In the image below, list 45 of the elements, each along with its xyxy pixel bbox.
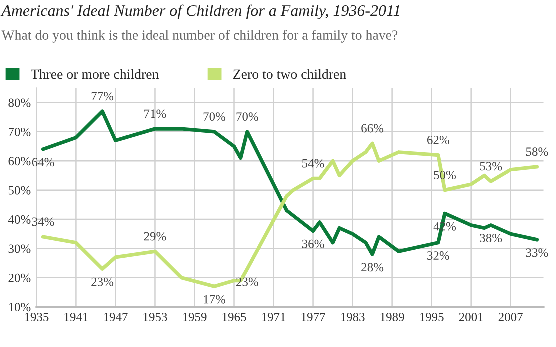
x-tick-label: 1971 (262, 313, 286, 322)
data-label: 70% (236, 112, 258, 122)
data-label: 54% (302, 159, 324, 168)
y-tick-label: 30% (8, 244, 31, 254)
data-label: 17% (204, 295, 226, 304)
data-label: 29% (144, 232, 166, 241)
data-label: 64% (32, 158, 54, 167)
x-tick-label: 1995 (420, 313, 444, 322)
x-tick-label: 1947 (104, 313, 128, 322)
data-label: 32% (428, 252, 450, 260)
data-label: 58% (526, 148, 548, 156)
x-tick-label: 1977 (302, 313, 326, 322)
x-tick-label: 1959 (183, 313, 207, 322)
x-tick-label: 2001 (459, 313, 484, 322)
data-label: 53% (480, 162, 502, 171)
y-tick-label: 60% (8, 157, 31, 166)
x-tick-label: 2007 (498, 313, 523, 322)
data-label: 36% (302, 240, 324, 248)
x-tick-label: 1941 (64, 313, 88, 322)
y-tick-label: 10% (9, 303, 31, 312)
data-label: 34% (32, 218, 54, 226)
y-tick-label: 40% (8, 216, 31, 224)
data-label: 71% (144, 110, 166, 118)
y-tick-label: 80% (8, 98, 31, 108)
y-tick-label: 50% (8, 186, 31, 195)
data-label: 66% (362, 124, 384, 133)
chart-title: Americans' Ideal Number of Children for a Family, 1936-2011 (0, 4, 400, 20)
legend-label: Three or more children (31, 69, 160, 80)
data-label: 62% (427, 136, 450, 144)
x-tick-label: 1989 (380, 313, 404, 322)
y-tick-label: 20% (8, 274, 31, 282)
x-tick-label: 1935 (25, 313, 49, 322)
data-label: 38% (480, 234, 502, 243)
chart-subtitle: What do you think is the ideal number of children for a family to have? (2, 30, 398, 43)
legend-label: Zero to two children (234, 69, 346, 80)
data-label: 23% (236, 278, 258, 286)
data-label: 33% (526, 248, 548, 258)
data-label: 23% (92, 278, 114, 286)
data-label: 70% (204, 112, 226, 122)
x-tick-label: 1983 (341, 313, 365, 322)
x-tick-label: 1965 (222, 313, 246, 322)
x-tick-label: 1953 (144, 313, 168, 322)
y-tick-label: 70% (9, 128, 31, 136)
data-label: 28% (362, 263, 384, 272)
data-label: 77% (92, 92, 114, 101)
